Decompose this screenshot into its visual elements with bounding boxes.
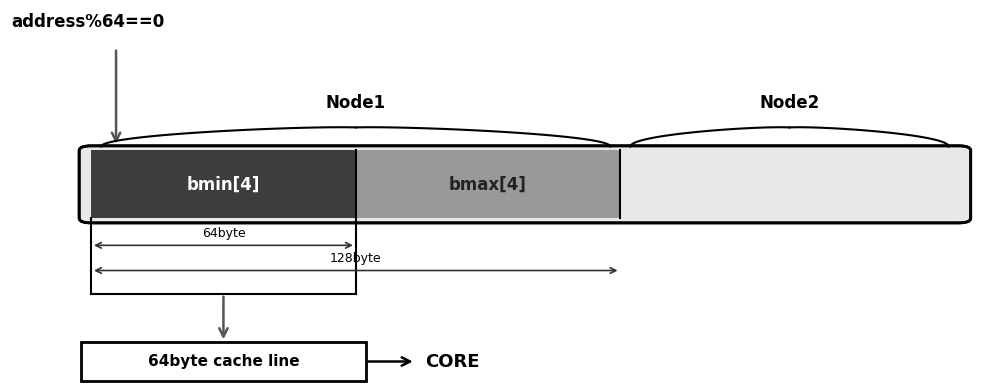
Text: 64byte: 64byte xyxy=(202,227,245,239)
FancyBboxPatch shape xyxy=(79,146,971,223)
FancyBboxPatch shape xyxy=(81,342,366,381)
Text: 128byte: 128byte xyxy=(330,252,382,265)
Text: Node1: Node1 xyxy=(326,94,386,112)
Bar xyxy=(356,151,620,218)
Text: address%64==0: address%64==0 xyxy=(11,13,165,31)
Bar xyxy=(91,151,356,218)
Text: bmax[4]: bmax[4] xyxy=(449,176,527,193)
Text: bmin[4]: bmin[4] xyxy=(187,176,260,193)
Text: Node2: Node2 xyxy=(759,94,820,112)
Text: 64byte cache line: 64byte cache line xyxy=(148,354,299,369)
Text: CORE: CORE xyxy=(426,353,480,370)
